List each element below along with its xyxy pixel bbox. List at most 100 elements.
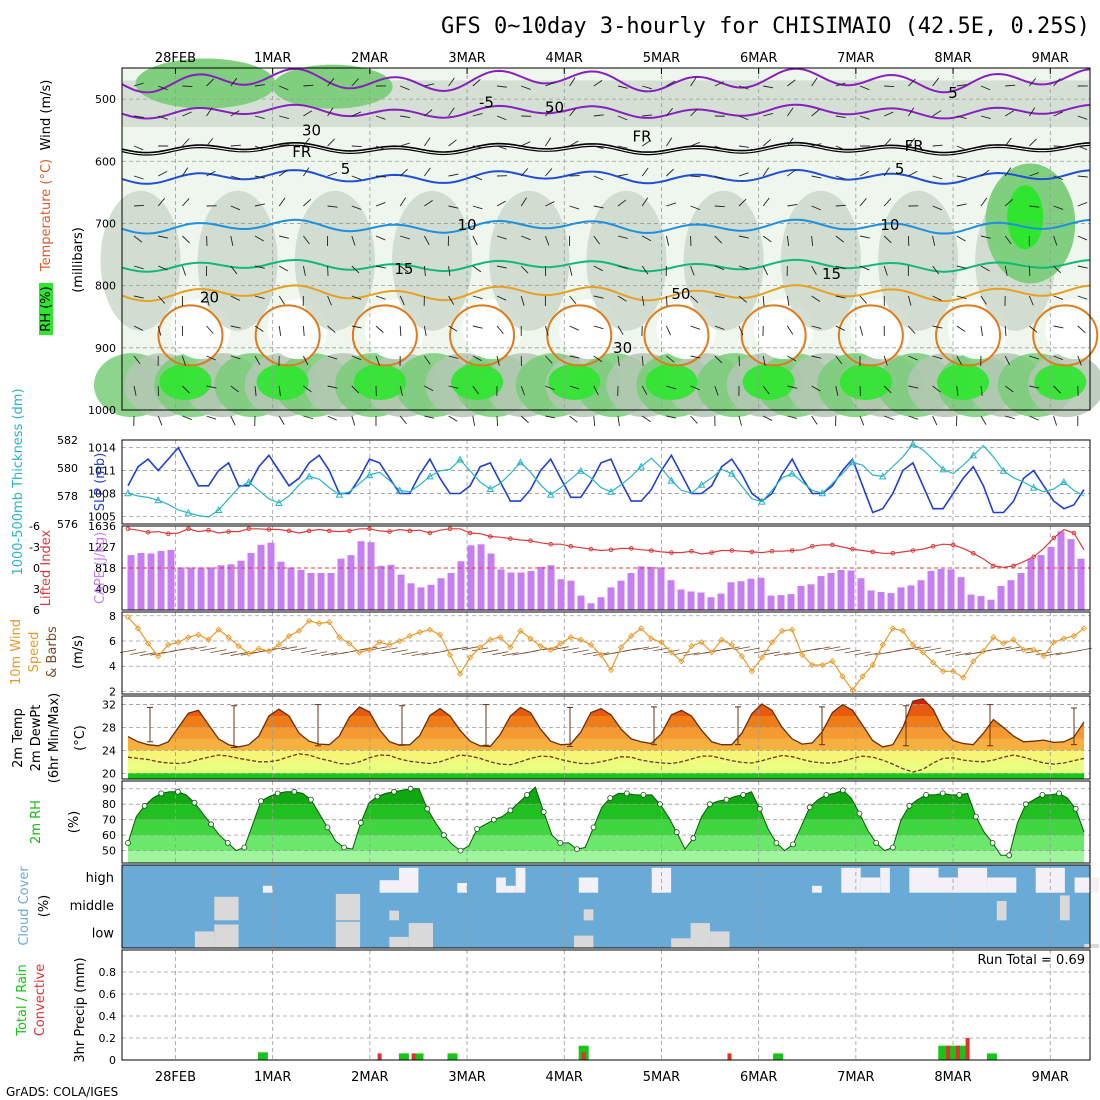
wind-barb	[569, 77, 576, 87]
cape-bar	[257, 544, 265, 610]
slp-tick-label: 1014	[88, 442, 116, 455]
thickness-marker	[727, 469, 736, 477]
rh-dry-pocket	[1045, 299, 1100, 360]
wind-barb	[908, 385, 919, 389]
rh-high-blob	[159, 364, 212, 401]
wind-barb	[641, 167, 649, 177]
lifted-index-marker	[1071, 530, 1077, 536]
wind-barb	[835, 204, 846, 207]
wind-barb	[230, 77, 238, 87]
contour-label: 30	[613, 339, 632, 357]
thickness-marker	[667, 476, 676, 484]
wind-barb	[665, 235, 670, 246]
rh-marker	[806, 804, 813, 811]
wind-barb	[811, 325, 822, 329]
wind-barb-10m	[401, 651, 418, 656]
cape-axis-label: CAPE (J/kg)	[93, 532, 108, 604]
wind-barb	[544, 235, 550, 246]
wind-speed-marker	[1010, 636, 1017, 643]
wind-speed-marker	[165, 641, 172, 648]
wind-barb	[811, 265, 817, 275]
cape-bar	[517, 572, 525, 610]
wind-barb	[158, 115, 168, 120]
precip-total-bar	[986, 1053, 997, 1060]
lifted-index-marker	[1031, 554, 1036, 560]
cape-bar	[877, 592, 885, 610]
wind-speed-marker	[346, 640, 353, 647]
wind-speed-marker	[386, 641, 393, 648]
cape-tick-label: 1636	[88, 520, 116, 533]
temp-band	[128, 738, 1084, 751]
wind-barb	[424, 199, 433, 207]
wind-barb	[980, 235, 991, 239]
precip-tick-label: 0.2	[99, 1032, 117, 1045]
cape-bar	[437, 578, 445, 610]
temp-tick-label: 32	[102, 699, 116, 712]
cape-bar	[1047, 546, 1055, 610]
top-date-label: 7MAR	[837, 51, 874, 66]
rh-marker	[590, 824, 597, 831]
wind-barb	[932, 295, 942, 301]
wind-barb	[738, 325, 744, 336]
cloud-level-label: high	[86, 871, 114, 886]
wind-barb-10m	[381, 647, 398, 652]
wind-barb	[375, 175, 386, 178]
cape-bar	[547, 565, 555, 610]
wind-speed-marker	[1000, 640, 1007, 647]
lifted-index-marker	[608, 547, 614, 553]
cape-bar	[687, 591, 695, 610]
wind-barb	[181, 265, 187, 276]
wind-barb-10m	[945, 651, 962, 656]
wind-barb	[1029, 415, 1039, 421]
wind-barb-10m	[914, 646, 932, 651]
wind-barb	[1053, 145, 1064, 148]
wind-barb	[859, 198, 867, 207]
wind-barb	[448, 107, 455, 117]
bottom-date-label: 6MAR	[740, 1070, 777, 1085]
wind-barb	[641, 355, 644, 366]
wind-barb	[811, 385, 821, 392]
wind-barb-10m	[462, 646, 479, 651]
wind-barb-10m	[643, 646, 660, 651]
wind-barb	[714, 325, 725, 330]
wind-barb	[908, 355, 918, 361]
wind-barb	[327, 205, 338, 208]
cape-bar	[797, 585, 805, 610]
rh-high-blob	[548, 364, 601, 401]
contour-label: -5	[479, 93, 494, 111]
rh-band	[128, 819, 1084, 836]
wind-barb	[254, 355, 261, 365]
wind-barb	[254, 325, 264, 332]
wind-speed-marker	[406, 632, 413, 640]
wind-barb	[399, 168, 408, 177]
wind-barb	[884, 85, 895, 88]
wind-barb-10m	[854, 651, 871, 656]
wind-barb	[278, 295, 286, 305]
wind-barb	[787, 107, 794, 117]
wind-barb	[520, 168, 529, 177]
thickness-marker	[214, 505, 223, 513]
lifted-index-marker	[1051, 535, 1057, 541]
wind-barb	[327, 172, 338, 177]
rh-tick-label: 50	[102, 845, 116, 858]
rh-marker	[673, 829, 680, 835]
cloud-gap	[335, 921, 361, 948]
wind-barb	[762, 167, 770, 177]
wind-barb	[1004, 265, 1008, 276]
cape-bar	[1017, 573, 1025, 610]
wind-speed-marker	[698, 639, 705, 646]
rh-marker	[274, 790, 281, 797]
rh-tick-label: 60	[102, 829, 116, 842]
wind-barb	[133, 145, 144, 151]
wind-barb	[835, 265, 846, 270]
rh-tick-label: 70	[102, 814, 116, 827]
wind-speed-marker	[487, 636, 494, 643]
wind-barb	[424, 167, 431, 177]
cape-tick-label: 409	[95, 583, 116, 596]
lifted-index-marker	[588, 546, 594, 552]
cape-bar	[647, 566, 655, 610]
lifted-index-marker	[850, 546, 855, 552]
top-date-label: 4MAR	[546, 51, 583, 66]
wind-speed-marker	[889, 625, 896, 632]
wind-barb-10m	[1075, 647, 1093, 652]
